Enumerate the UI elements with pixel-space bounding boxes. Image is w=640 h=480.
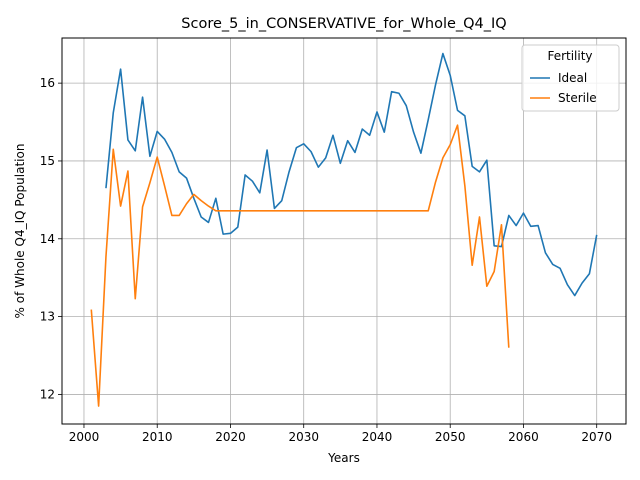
x-axis-ticks: 2000 2010 2020 2030 2040 2050 2060 2070 bbox=[69, 424, 612, 444]
plot-frame bbox=[61, 37, 627, 425]
y-tick-label: 13 bbox=[40, 310, 55, 324]
y-tick-label: 16 bbox=[40, 76, 55, 90]
x-tick-label: 2030 bbox=[288, 430, 319, 444]
y-axis-ticks: 12 13 14 15 16 bbox=[40, 76, 62, 401]
y-axis-label: % of Whole Q4_IQ Population bbox=[13, 144, 27, 319]
y-tick-label: 14 bbox=[40, 232, 55, 246]
legend-title: Fertility bbox=[547, 49, 592, 63]
legend-box bbox=[521, 44, 620, 112]
chart-title: Score_5_in_CONSERVATIVE_for_Whole_Q4_IQ bbox=[181, 16, 506, 32]
x-tick-label: 2050 bbox=[435, 430, 466, 444]
x-tick-label: 2010 bbox=[142, 430, 173, 444]
x-axis-label: Years bbox=[327, 451, 360, 465]
series-line-ideal bbox=[105, 52, 598, 297]
legend: Fertility Ideal Sterile bbox=[521, 44, 620, 112]
x-tick-label: 2040 bbox=[362, 430, 393, 444]
series-line-sterile bbox=[90, 124, 510, 407]
legend-label-sterile: Sterile bbox=[558, 91, 597, 105]
x-tick-label: 2020 bbox=[215, 430, 246, 444]
x-tick-label: 2060 bbox=[508, 430, 539, 444]
y-tick-label: 12 bbox=[40, 387, 55, 401]
x-tick-label: 2000 bbox=[69, 430, 100, 444]
x-tick-label: 2070 bbox=[581, 430, 612, 444]
y-tick-label: 15 bbox=[40, 154, 55, 168]
series-lines bbox=[90, 52, 598, 407]
legend-label-ideal: Ideal bbox=[558, 71, 587, 85]
